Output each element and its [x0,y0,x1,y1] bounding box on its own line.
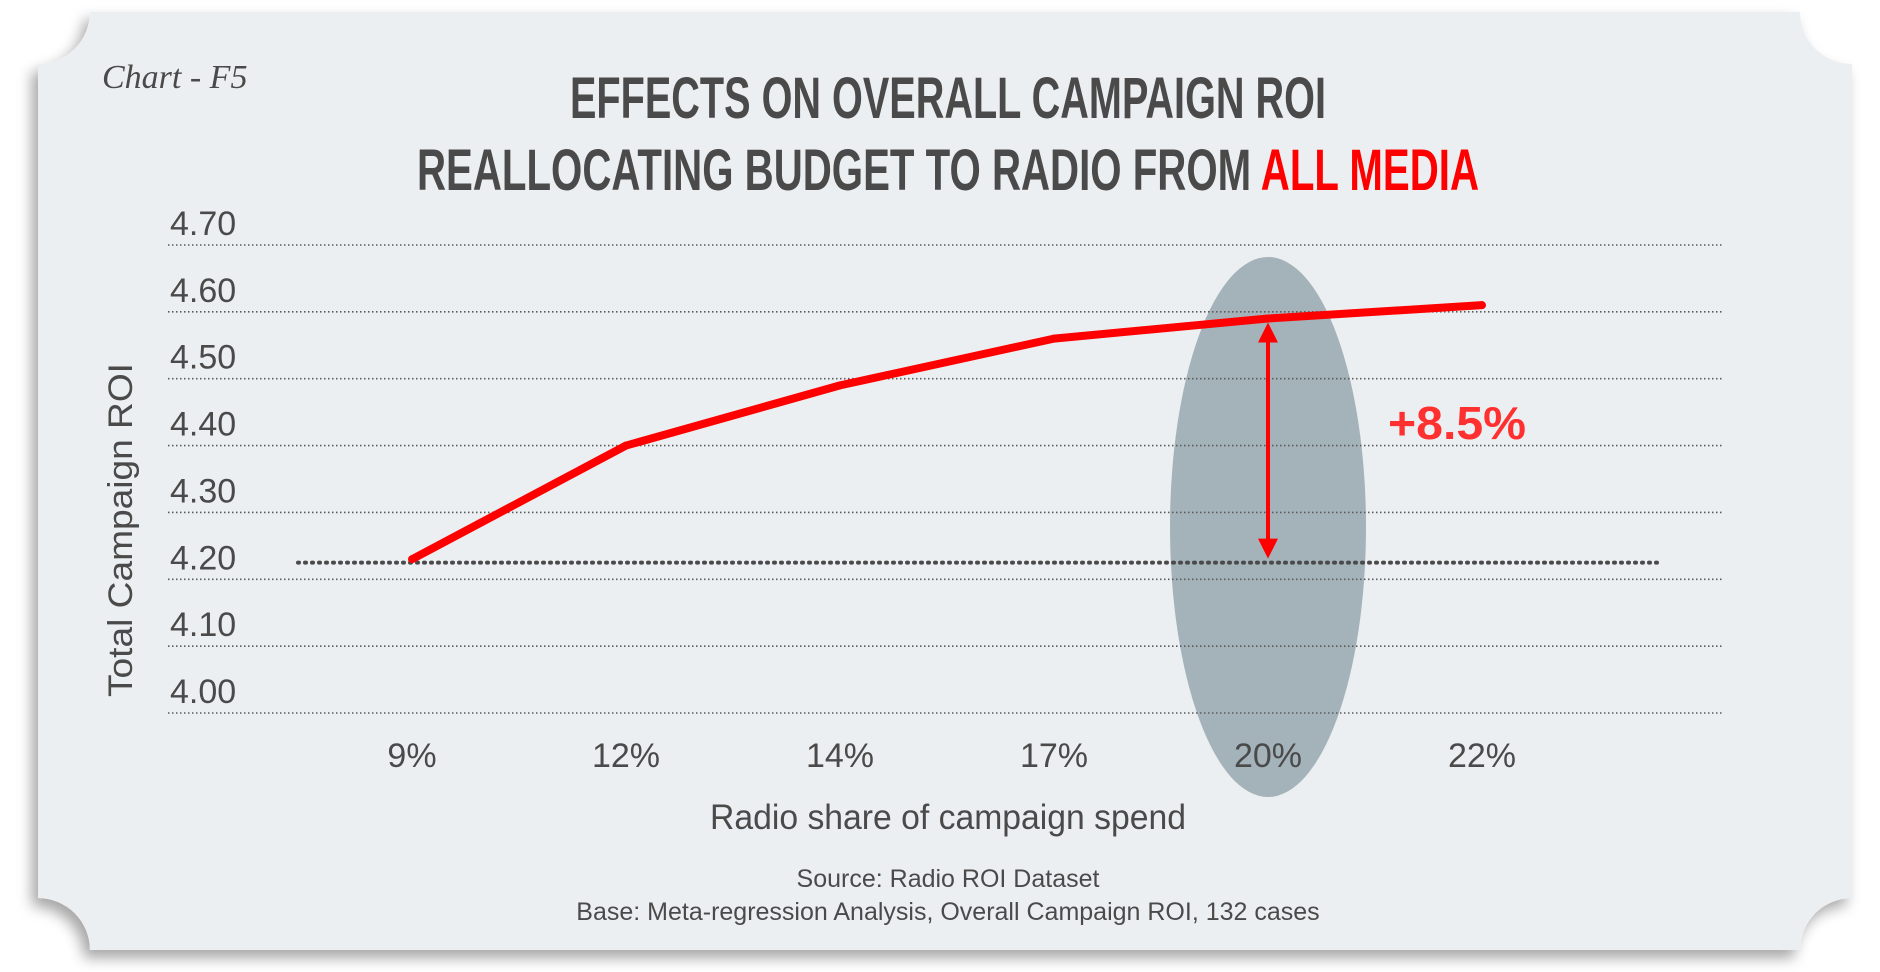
data-point [1478,301,1486,310]
y-tick-label: 4.60 [170,272,236,310]
y-tick-label: 4.00 [170,673,236,711]
y-tick-label: 4.50 [170,339,236,377]
y-axis-label: Total Campaign ROI [102,363,140,697]
y-tick-label: 4.40 [170,406,236,444]
data-points [408,301,1486,564]
chart-title-line2-prefix: REALLOCATING BUDGET TO RADIO FROM [417,138,1261,203]
card-background [38,12,1852,950]
gridlines [168,244,1722,714]
data-point [1264,314,1272,323]
data-point [1050,334,1058,343]
data-point [622,441,630,450]
series-line [410,301,1483,563]
x-tick-label: 20% [1234,737,1302,775]
base-note: Base: Meta-regression Analysis, Overall … [576,898,1319,926]
chart-title-highlight: ALL MEDIA [1261,138,1479,203]
x-tick-label: 12% [592,737,660,775]
y-tick-label: 4.70 [170,205,236,243]
data-point [408,555,416,564]
data-point [836,381,844,390]
chart-label: Chart - F5 [102,59,247,96]
y-tick-label: 4.20 [170,539,236,577]
x-tick-labels: 9% 12% 14% 17% 20% 22% [387,737,1516,775]
chart-title-line2: REALLOCATING BUDGET TO RADIO FROM ALL ME… [417,138,1479,203]
source-note: Source: Radio ROI Dataset [797,865,1100,893]
y-tick-labels: 4.00 4.10 4.20 4.30 4.40 4.50 4.60 4.70 [170,205,236,711]
chart-title-line1: EFFECTS ON OVERALL CAMPAIGN ROI [570,66,1326,131]
x-tick-label: 22% [1448,737,1516,775]
y-tick-label: 4.30 [170,472,236,510]
difference-annotation: +8.5% [1388,397,1526,449]
x-axis-label: Radio share of campaign spend [710,798,1186,837]
y-tick-label: 4.10 [170,606,236,644]
x-tick-label: 14% [806,737,874,775]
x-tick-label: 9% [387,737,436,775]
x-tick-label: 17% [1020,737,1088,775]
